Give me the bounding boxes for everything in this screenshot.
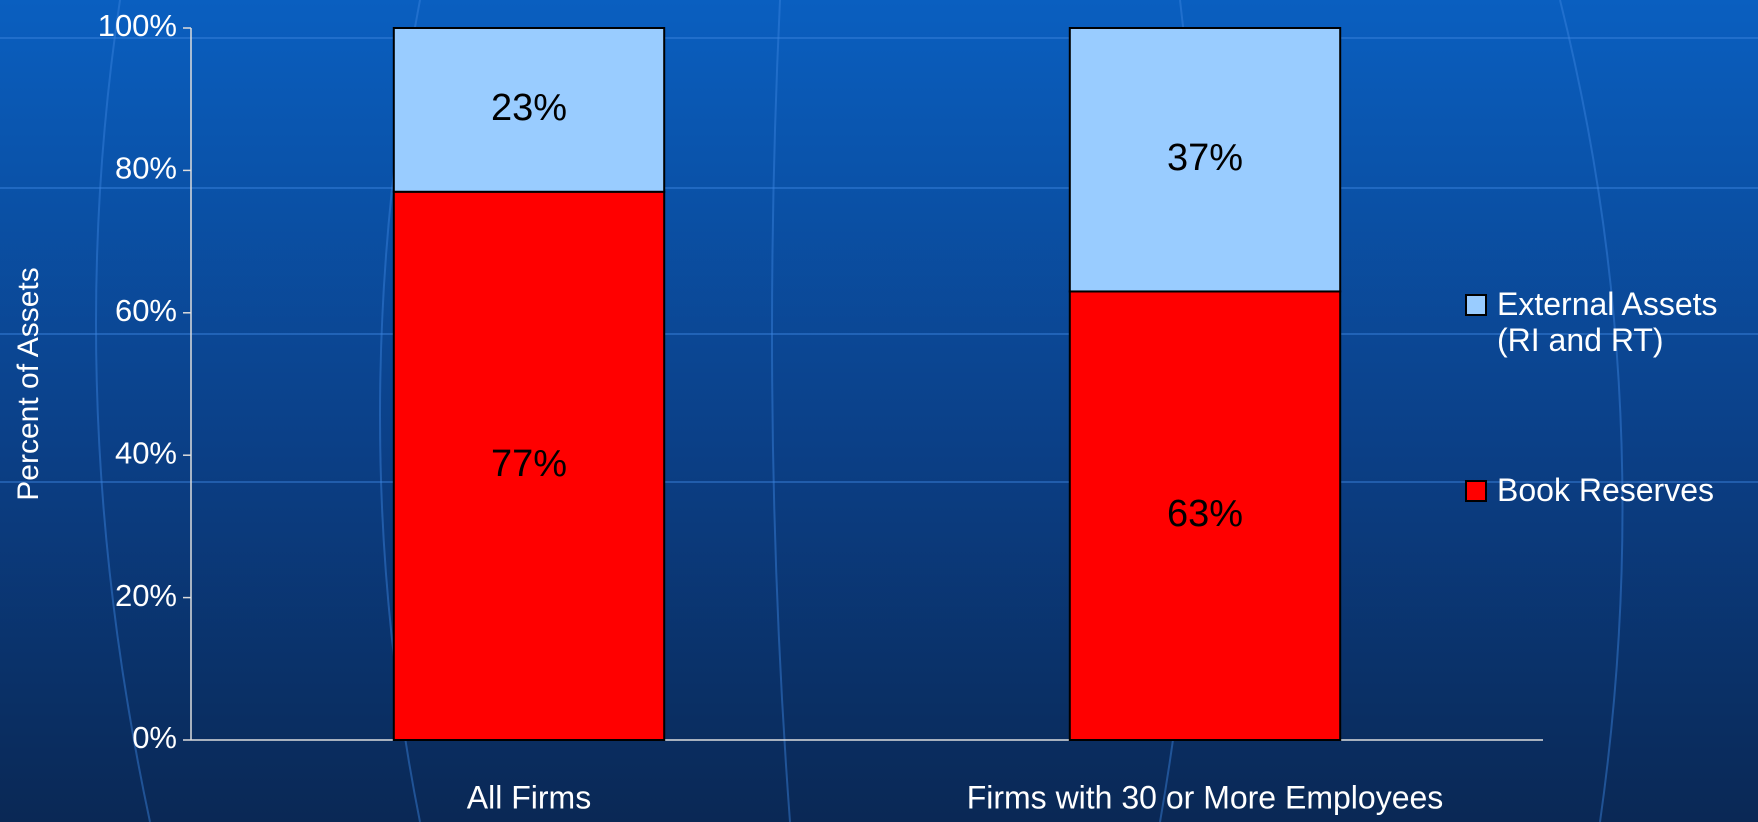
y-tick-label: 20% [115, 578, 177, 613]
bar-segment [392, 27, 666, 193]
data-label: 63% [1167, 493, 1243, 535]
data-label: 23% [491, 87, 567, 129]
y-tick-label: 60% [115, 293, 177, 328]
data-label: 77% [491, 443, 567, 485]
legend-swatch [1465, 480, 1487, 502]
legend-entry: External Assets (RI and RT) [1465, 286, 1757, 358]
y-tick-label: 100% [98, 8, 177, 43]
y-tick-label: 80% [115, 151, 177, 186]
legend-label: External Assets (RI and RT) [1497, 286, 1718, 358]
legend-swatch [1465, 294, 1487, 316]
data-label: 37% [1167, 137, 1243, 179]
legend-label: Book Reserves [1497, 472, 1714, 508]
bar-segment [1068, 27, 1342, 293]
legend-entry: Book Reserves [1465, 472, 1757, 508]
y-tick-label: 40% [115, 435, 177, 470]
x-tick-label: All Firms [467, 779, 591, 815]
y-tick-label: 0% [132, 720, 177, 755]
bar-segment [392, 190, 666, 741]
x-tick-label: Firms with 30 or More Employees [967, 779, 1444, 815]
y-axis-label: Percent of Assets [12, 267, 45, 500]
